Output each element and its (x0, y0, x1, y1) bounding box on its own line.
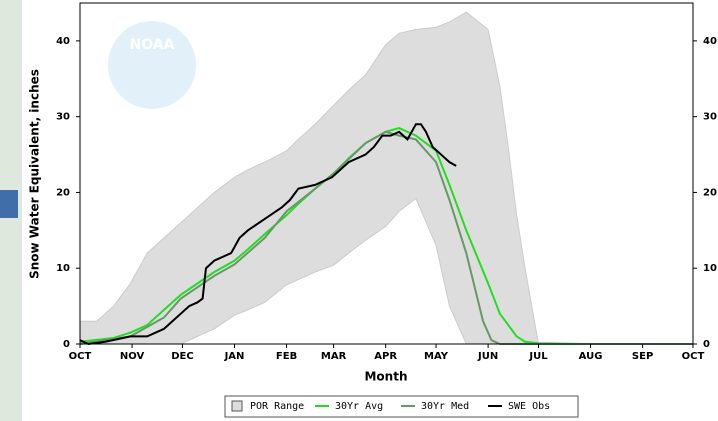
x-tick-label: APR (374, 351, 397, 362)
y2-tick-label: 30 (703, 112, 717, 123)
page: NOAA Snow Water Equivalent, inches Month… (0, 0, 718, 421)
y-tick-label: 30 (56, 112, 70, 123)
chart: NOAA Snow Water Equivalent, inches Month… (0, 0, 718, 421)
y-axis-label: Snow Water Equivalent, inches (28, 69, 42, 279)
y2-tick-label: 20 (703, 187, 717, 198)
x-tick-label: MAY (424, 351, 449, 362)
x-tick-label: OCT (69, 351, 92, 362)
legend-label: 30Yr Med (421, 401, 469, 412)
logo-text: NOAA (130, 37, 175, 53)
legend-swatch (232, 401, 242, 411)
x-tick-label: DEC (171, 351, 193, 362)
x-tick-label: OCT (682, 351, 705, 362)
y2-tick-label: 0 (703, 339, 710, 350)
x-tick-label: AUG (579, 351, 603, 362)
logo (108, 21, 196, 109)
legend-label: 30Yr Avg (335, 401, 383, 412)
map-tab (0, 190, 18, 218)
y2-tick-label: 40 (703, 36, 717, 47)
x-tick-label: NOV (120, 351, 145, 362)
x-tick-label: MAR (321, 351, 347, 362)
x-tick-label: JUL (528, 351, 548, 362)
legend-label: SWE Obs (508, 401, 550, 412)
y-tick-label: 10 (56, 263, 70, 274)
x-tick-label: JUN (477, 351, 498, 362)
y-tick-label: 40 (56, 36, 70, 47)
x-tick-label: FEB (276, 351, 297, 362)
x-tick-label: JAN (224, 351, 245, 362)
x-axis-label: Month (364, 370, 407, 384)
y-tick-label: 0 (63, 339, 70, 350)
legend-label: POR Range (250, 401, 304, 412)
x-tick-label: SEP (632, 351, 653, 362)
y-tick-label: 20 (56, 187, 70, 198)
y2-tick-label: 10 (703, 263, 717, 274)
